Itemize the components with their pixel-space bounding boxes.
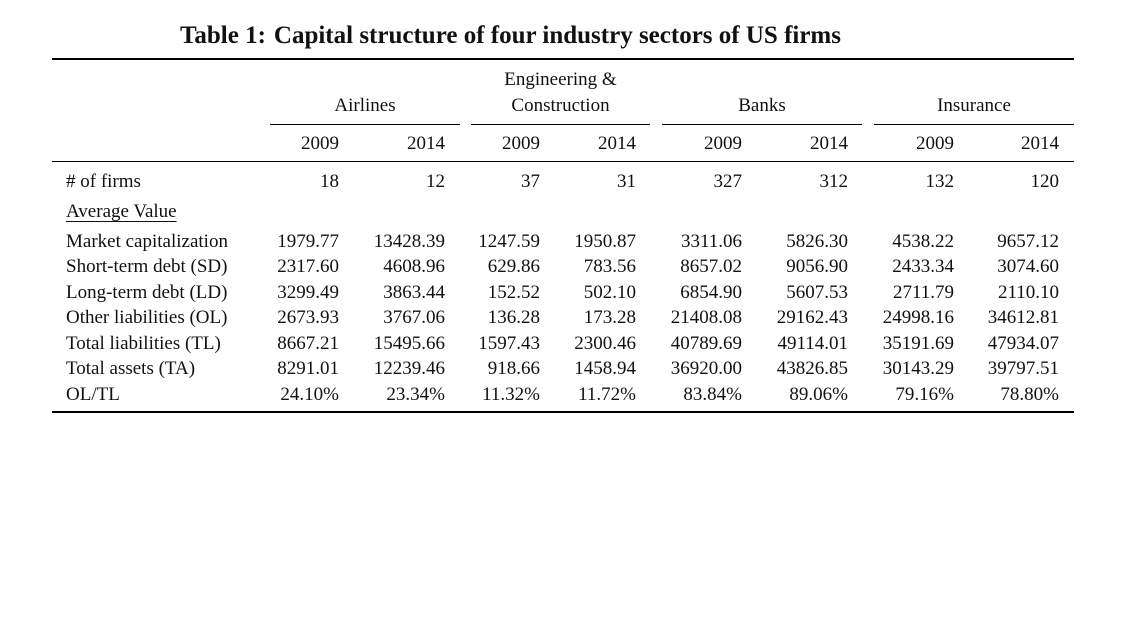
table-cell: 89.06% — [789, 384, 848, 405]
table-cell: 6854.90 — [680, 282, 742, 303]
table-cell: 4538.22 — [892, 231, 954, 252]
year-header: 2014 — [810, 133, 848, 154]
group-underline — [662, 124, 862, 125]
table-cell: 12 — [426, 171, 445, 192]
row-label: # of firms — [66, 171, 141, 192]
row-label: Short-term debt (SD) — [66, 256, 228, 277]
table-cell: 83.84% — [683, 384, 742, 405]
row-label: Market capitalization — [66, 231, 228, 252]
table-cell: 40789.69 — [670, 333, 742, 354]
table-cell: 783.56 — [583, 256, 636, 277]
table-cell: 152.52 — [487, 282, 540, 303]
year-header: 2014 — [1021, 133, 1059, 154]
table-cell: 5607.53 — [786, 282, 848, 303]
table-number: Table 1: — [180, 22, 266, 49]
table-cell: 11.32% — [482, 384, 540, 405]
table-cell: 3767.06 — [383, 307, 445, 328]
table-cell: 2110.10 — [997, 282, 1059, 303]
table-cell: 34612.81 — [987, 307, 1059, 328]
table-cell: 49114.01 — [777, 333, 848, 354]
table-cell: 1597.43 — [478, 333, 540, 354]
table-cell: 173.28 — [583, 307, 636, 328]
table-cell: 132 — [925, 171, 955, 192]
row-label: OL/TL — [66, 384, 120, 405]
table-caption: Capital structure of four industry secto… — [273, 22, 841, 49]
table-cell: 1247.59 — [478, 231, 540, 252]
table-cell: 37 — [521, 171, 540, 192]
table-cell: 35191.69 — [882, 333, 954, 354]
year-header: 2009 — [502, 133, 540, 154]
table-cell: 43826.85 — [776, 358, 848, 379]
table-cell: 24.10% — [280, 384, 339, 405]
table-cell: 29162.43 — [776, 307, 848, 328]
row-label: Other liabilities (OL) — [66, 307, 228, 328]
table-title: Table 1: Capital structure of four indust… — [180, 22, 841, 50]
table-cell: 3074.60 — [997, 256, 1059, 277]
table-cell: 2711.79 — [892, 282, 954, 303]
table-cell: 8667.21 — [277, 333, 339, 354]
table-cell: 918.66 — [487, 358, 540, 379]
table-cell: 3299.49 — [277, 282, 339, 303]
table-cell: 5826.30 — [786, 231, 848, 252]
group-header: Airlines — [334, 95, 396, 116]
table-cell: 18 — [320, 171, 339, 192]
bottom-rule — [52, 411, 1074, 413]
year-header: 2014 — [598, 133, 636, 154]
group-header: Construction — [511, 95, 610, 116]
table-cell: 8657.02 — [680, 256, 742, 277]
group-header: Banks — [738, 95, 786, 116]
table-cell: 11.72% — [578, 384, 636, 405]
group-header-line1: Engineering & — [504, 69, 617, 90]
table-cell: 12239.46 — [373, 358, 445, 379]
table-cell: 9657.12 — [997, 231, 1059, 252]
table-cell: 36920.00 — [670, 358, 742, 379]
year-header: 2009 — [916, 133, 954, 154]
year-header: 2009 — [301, 133, 339, 154]
table-cell: 327 — [713, 171, 743, 192]
table-cell: 15495.66 — [373, 333, 445, 354]
row-label: Total assets (TA) — [66, 358, 196, 379]
year-header: 2009 — [704, 133, 742, 154]
table-cell: 23.34% — [386, 384, 445, 405]
table-cell: 1458.94 — [574, 358, 636, 379]
table-cell: 47934.07 — [987, 333, 1059, 354]
table-cell: 2300.46 — [574, 333, 636, 354]
table-cell: 79.16% — [895, 384, 954, 405]
group-header: Insurance — [937, 95, 1011, 116]
top-rule — [52, 58, 1074, 60]
table-cell: 30143.29 — [882, 358, 954, 379]
row-label: Long-term debt (LD) — [66, 282, 228, 303]
table-cell: 78.80% — [1000, 384, 1059, 405]
table-cell: 9056.90 — [786, 256, 848, 277]
header-rule — [52, 161, 1074, 162]
table-cell: 629.86 — [487, 256, 540, 277]
table-cell: 21408.08 — [670, 307, 742, 328]
table-cell: 13428.39 — [373, 231, 445, 252]
table-cell: 4608.96 — [383, 256, 445, 277]
year-header: 2014 — [407, 133, 445, 154]
table-cell: 3863.44 — [383, 282, 445, 303]
table-cell: 31 — [617, 171, 636, 192]
table-cell: 2673.93 — [277, 307, 339, 328]
table-cell: 1979.77 — [277, 231, 339, 252]
row-label: Total liabilities (TL) — [66, 333, 221, 354]
table-cell: 2433.34 — [892, 256, 954, 277]
table-cell: 1950.87 — [574, 231, 636, 252]
table-cell: 3311.06 — [680, 231, 742, 252]
table-cell: 8291.01 — [277, 358, 339, 379]
table-cell: 312 — [819, 171, 849, 192]
table-cell: 502.10 — [583, 282, 636, 303]
group-underline — [874, 124, 1074, 125]
table-cell: 2317.60 — [277, 256, 339, 277]
table-cell: 24998.16 — [882, 307, 954, 328]
table-cell: 39797.51 — [987, 358, 1059, 379]
table-cell: 136.28 — [487, 307, 540, 328]
group-underline — [270, 124, 460, 125]
group-underline — [471, 124, 650, 125]
table-cell: 120 — [1030, 171, 1060, 192]
section-label-average-value: Average Value — [66, 201, 177, 222]
